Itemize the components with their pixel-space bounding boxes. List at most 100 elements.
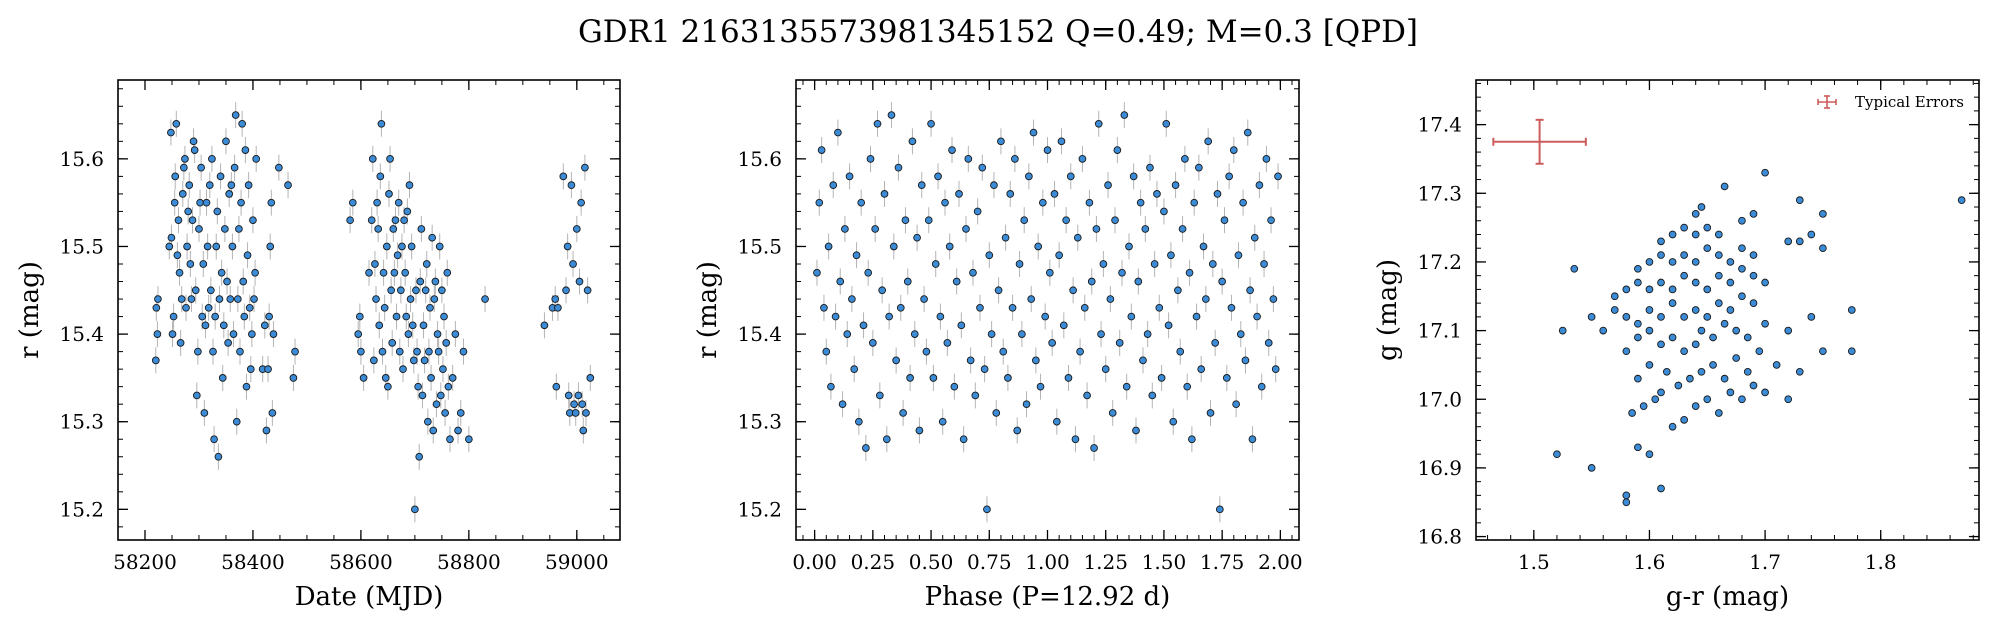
data-point (212, 242, 221, 251)
data-point (1174, 286, 1182, 295)
data-point (249, 216, 257, 225)
legend: Typical Errors (1817, 93, 1964, 111)
data-point (1076, 347, 1084, 356)
data-point (1697, 203, 1706, 211)
y-tick-label: 16.8 (1417, 525, 1462, 549)
data-point (1038, 198, 1047, 207)
data-point (1080, 303, 1089, 312)
x-tick-label: 1.6 (1634, 550, 1666, 574)
data-point (1738, 244, 1746, 253)
data-point (1634, 443, 1642, 452)
data-point (1078, 155, 1087, 163)
data-point (189, 137, 198, 146)
data-point (1013, 426, 1022, 435)
data-point (1118, 268, 1126, 277)
x-tick-label: 1.75 (1200, 550, 1245, 574)
data-point (1634, 319, 1642, 328)
data-point (1587, 464, 1596, 472)
data-point (243, 251, 252, 260)
data-point (269, 330, 278, 338)
data-point (1025, 172, 1033, 181)
data-point (906, 374, 914, 382)
data-point (1232, 400, 1240, 409)
data-point (1743, 333, 1752, 342)
data-point (1657, 278, 1665, 287)
data-point (165, 242, 174, 251)
data-point (836, 277, 845, 286)
data-point (908, 137, 917, 146)
data-point (1222, 374, 1231, 382)
data-point (374, 225, 383, 233)
data-point (440, 312, 448, 321)
axes-frame (117, 79, 621, 541)
data-point (882, 435, 891, 444)
data-point (843, 330, 852, 338)
data-point (1050, 190, 1059, 198)
data-point (1083, 391, 1091, 400)
data-point (188, 216, 197, 225)
data-point (1761, 319, 1769, 328)
data-point (1125, 242, 1133, 251)
data-point (971, 391, 980, 400)
x-tick-label: 1.50 (1142, 550, 1187, 574)
data-point (1106, 295, 1115, 303)
data-point (1178, 225, 1187, 233)
data-point (1029, 128, 1038, 137)
data-point (199, 260, 208, 268)
data-point (439, 365, 447, 373)
data-point (878, 286, 887, 295)
data-point (962, 225, 970, 233)
data-point (848, 295, 856, 303)
data-point (1714, 299, 1723, 307)
data-point (1634, 264, 1642, 273)
data-point (251, 268, 259, 277)
data-point (420, 356, 429, 365)
data-point (969, 268, 977, 277)
data-point (1599, 326, 1608, 335)
data-point (1215, 505, 1224, 514)
data-point (378, 347, 387, 356)
y-tick-label: 15.3 (737, 410, 782, 434)
data-point (1202, 295, 1210, 303)
data-point (1720, 319, 1729, 328)
data-point (448, 374, 457, 382)
data-point (417, 225, 426, 233)
data-point (1610, 292, 1619, 301)
data-point (887, 111, 896, 119)
data-point (1819, 210, 1827, 218)
data-point (435, 242, 444, 251)
data-point (586, 374, 595, 382)
x-tick-label: 58800 (437, 550, 501, 574)
data-point (1071, 435, 1080, 444)
axes-frame (1475, 79, 1980, 541)
data-point (402, 312, 411, 321)
data-point (1587, 313, 1596, 321)
data-point (1066, 172, 1075, 181)
data-point (173, 251, 182, 260)
data-point (1680, 416, 1688, 424)
data-point (1732, 354, 1741, 362)
data-point (1057, 137, 1066, 146)
data-point (1246, 286, 1254, 295)
major-ticks (796, 80, 1299, 540)
data-point (291, 347, 299, 356)
data-point (1732, 326, 1741, 335)
x-tick-label: 1.25 (1083, 550, 1128, 574)
data-point (1171, 181, 1180, 189)
x-tick-label: 58400 (221, 550, 285, 574)
data-point (1645, 450, 1654, 459)
data-point (219, 321, 228, 330)
data-point (172, 119, 181, 128)
data-point (432, 400, 441, 409)
data-point (405, 181, 414, 189)
data-point (444, 382, 453, 391)
data-point (994, 286, 1003, 295)
data-point (174, 216, 183, 225)
data-point (213, 207, 222, 216)
data-point (152, 303, 161, 312)
data-point (913, 233, 921, 242)
data-point (1155, 303, 1164, 312)
data-point (406, 295, 415, 303)
data-point (999, 347, 1008, 356)
data-point (208, 155, 216, 163)
